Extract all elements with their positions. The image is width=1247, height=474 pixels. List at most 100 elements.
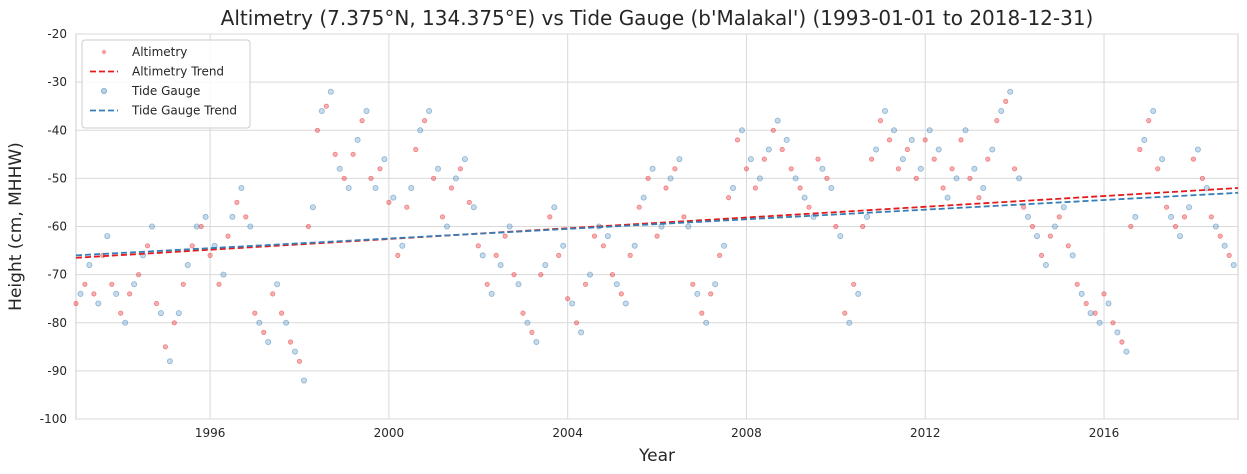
altimetry-point [547, 214, 553, 220]
tide-gauge-point [1212, 223, 1219, 230]
altimetry-point [582, 281, 589, 287]
tide-gauge-point [783, 136, 790, 143]
y-axis-label: Height (cm, MHHW) [6, 142, 26, 311]
tide-gauge-point [604, 233, 611, 240]
tide-gauge-point [372, 184, 379, 191]
altimetry-point [538, 271, 544, 278]
altimetry-point [439, 214, 446, 220]
altimetry-point [475, 243, 481, 249]
tide-gauge-point [801, 194, 808, 201]
altimetry-point [1190, 156, 1197, 162]
altimetry-point [609, 271, 616, 278]
x-tick-label: 1996 [195, 426, 226, 440]
altimetry-point [1029, 223, 1036, 230]
trend-lines [75, 187, 1239, 259]
altimetry-point [806, 204, 812, 210]
tide-gauge-point [515, 281, 522, 288]
altimetry-point [788, 166, 794, 172]
altimetry-point [636, 204, 642, 210]
altimetry-point [958, 137, 964, 143]
altimetry-trend-line [75, 187, 1239, 259]
tide-gauge-point [247, 223, 254, 230]
tide-gauge-point [649, 165, 656, 172]
tide-gauge-point [962, 127, 969, 134]
altimetry-point [967, 175, 973, 181]
tide-gauge-point [765, 146, 772, 153]
legend-label-tide-gauge: Tide Gauge [131, 84, 200, 98]
tide-gauge-point [792, 175, 799, 182]
tide-gauge-point [908, 136, 915, 143]
tide-gauge-point [461, 156, 468, 163]
altimetry-point [1181, 214, 1188, 220]
x-tick-label: 2008 [731, 426, 762, 440]
x-tick-label: 2000 [374, 426, 405, 440]
tide-gauge-point [300, 377, 307, 384]
data-points [73, 88, 1237, 384]
tide-gauge-point [739, 127, 746, 134]
tide-gauge-point [1060, 204, 1067, 211]
y-tick-label: -30 [47, 75, 67, 89]
altimetry-point [1020, 204, 1027, 210]
altimetry-point [565, 296, 571, 302]
tide-gauge-point [524, 319, 531, 326]
tide-gauge-point [1159, 156, 1166, 163]
tide-gauge-point [327, 88, 334, 95]
altimetry-point [913, 175, 919, 181]
legend-box [81, 39, 251, 129]
tide-gauge-point [318, 108, 325, 115]
altimetry-point [368, 175, 374, 181]
tide-gauge-point [113, 290, 120, 297]
tide-gauge-point [667, 175, 674, 182]
tide-gauge-point [434, 165, 441, 172]
altimetry-point [1208, 214, 1214, 220]
altimetry-point [1164, 204, 1170, 210]
y-tick-label: -70 [47, 268, 67, 282]
tide-gauge-point [291, 348, 298, 355]
altimetry-point [305, 223, 311, 230]
altimetry-point [708, 291, 714, 297]
altimetry-point [261, 329, 267, 335]
tide-gauge-point [345, 184, 352, 191]
tide-gauge-point [354, 136, 361, 143]
tide-gauge-point [953, 175, 960, 182]
tide-gauge-point [533, 338, 540, 345]
altimetry-point [654, 233, 660, 239]
altimetry-point [940, 185, 946, 191]
altimetry-point [904, 146, 911, 153]
tide-gauge-point [774, 117, 781, 124]
tide-gauge-point [148, 223, 155, 230]
altimetry-point [1119, 339, 1125, 345]
altimetry-point [600, 243, 607, 249]
tide-gauge-point [1132, 213, 1139, 220]
altimetry-point [1003, 98, 1009, 105]
altimetry-point [877, 118, 884, 124]
altimetry-point [743, 166, 750, 172]
altimetry-point [207, 252, 213, 258]
tide-gauge-point [1096, 319, 1103, 326]
tide-gauge-point [935, 146, 942, 153]
altimetry-point [1217, 233, 1223, 239]
tide-gauge-point [712, 281, 719, 288]
y-tick-label: -50 [47, 171, 67, 185]
tide-gauge-point [891, 127, 898, 134]
altimetry-point [332, 151, 338, 157]
tide-gauge-point [1051, 223, 1058, 230]
tide-gauge-point [542, 261, 549, 268]
tide-gauge-point [551, 204, 558, 211]
y-tick-label: -60 [47, 220, 67, 234]
tide-gauge-point [443, 223, 450, 230]
tide-gauge-point [721, 242, 728, 249]
altimetry-point [225, 233, 231, 239]
altimetry-point [833, 223, 839, 230]
altimetry-point [82, 281, 88, 287]
tide-gauge-point [479, 252, 486, 259]
tide-gauge-point [694, 290, 701, 297]
tide-gauge-point [944, 194, 951, 201]
tide-gauge-point [506, 223, 513, 230]
altimetry-point [296, 358, 303, 364]
altimetry-point [287, 339, 294, 345]
altimetry-point [1137, 146, 1143, 153]
tide-gauge-point [184, 261, 191, 268]
altimetry-point [994, 118, 1000, 124]
altimetry-point [1199, 175, 1206, 181]
